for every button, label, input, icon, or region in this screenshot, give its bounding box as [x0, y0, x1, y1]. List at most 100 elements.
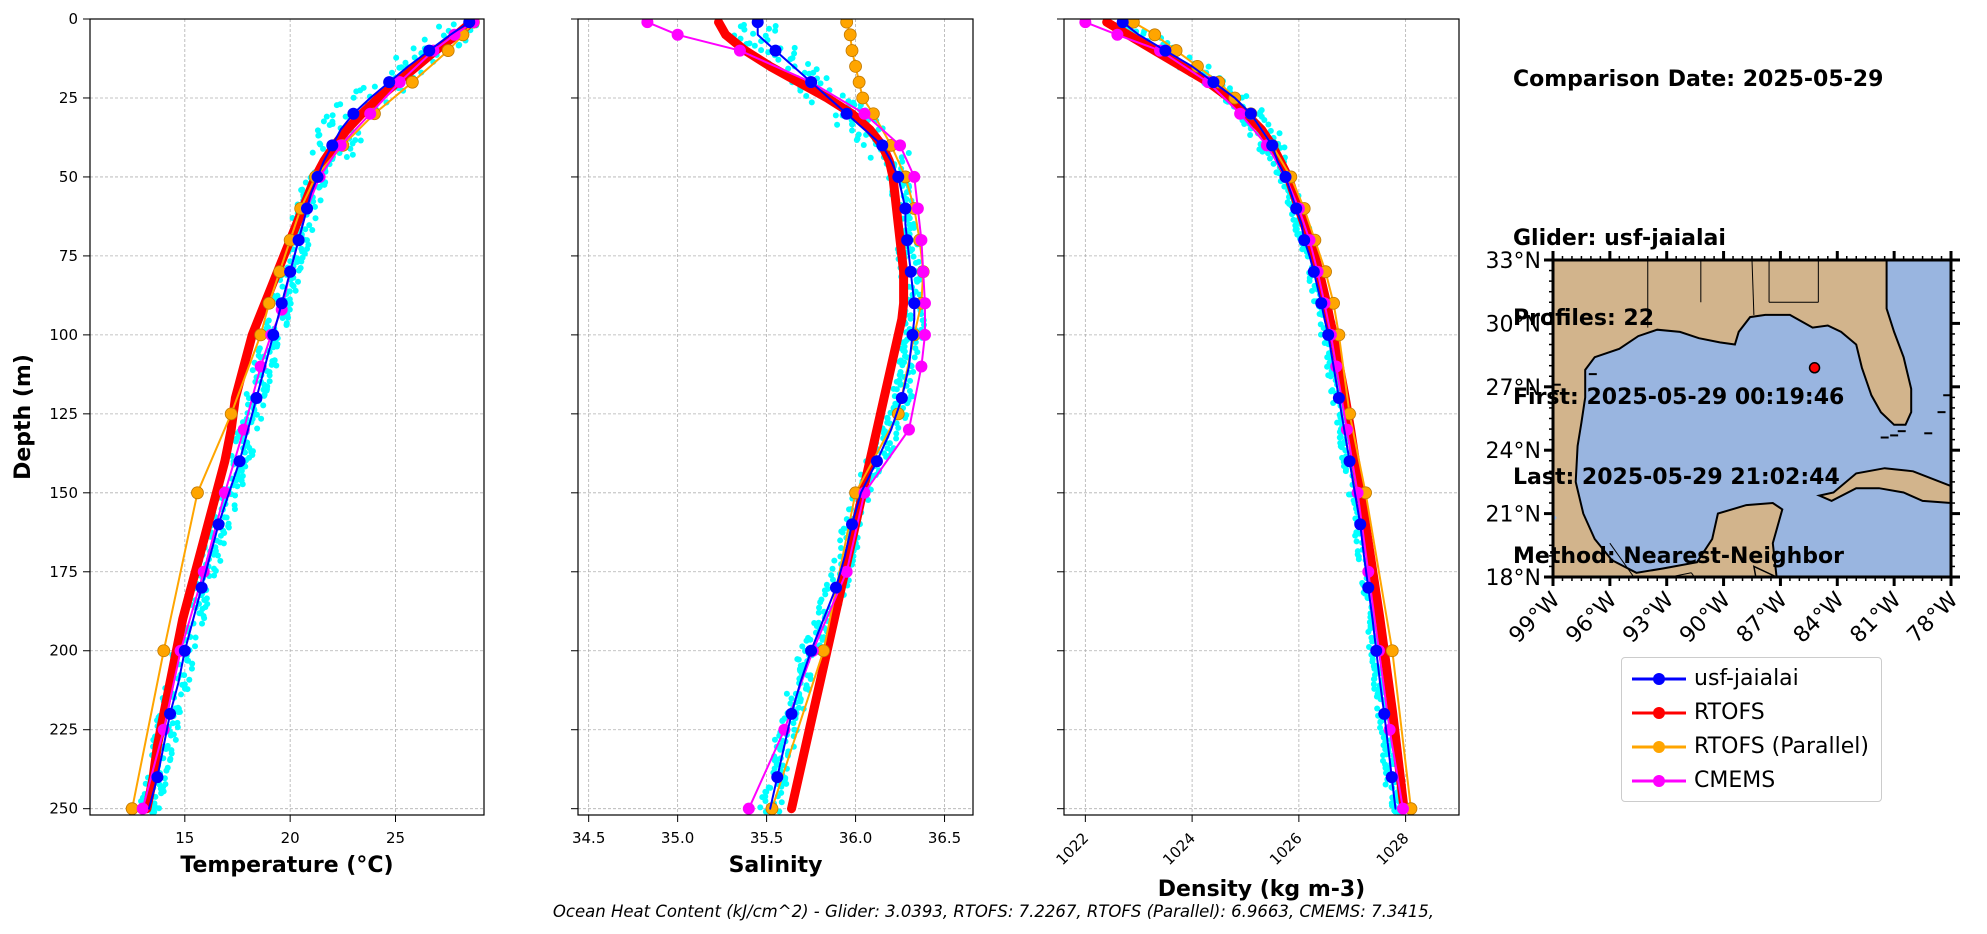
glider-raw-point: [791, 44, 798, 51]
glider-raw-point: [783, 780, 790, 787]
glider-raw-point: [789, 54, 796, 61]
glider-raw-point: [294, 278, 301, 285]
y-tick-label: 0: [68, 10, 78, 28]
glider-raw-point: [846, 506, 853, 513]
glider-raw-point: [1140, 30, 1147, 37]
glider-raw-point: [181, 672, 188, 679]
glider-raw-point: [823, 75, 830, 82]
glider-raw-point: [299, 186, 306, 193]
glider-marker: [1244, 107, 1257, 120]
glider-raw-point: [310, 198, 317, 205]
glider-raw-point: [1367, 622, 1374, 629]
glider-raw-point: [766, 25, 773, 32]
glider-raw-point: [244, 442, 251, 449]
glider-marker: [1159, 44, 1172, 57]
glider-raw-point: [164, 764, 171, 771]
rtofs_parallel-marker: [840, 19, 854, 29]
glider-raw-point: [295, 267, 302, 274]
rtofs-line: [1102, 19, 1409, 814]
glider-raw-point: [337, 101, 344, 108]
plot-area: [125, 19, 480, 815]
glider-raw-point: [1371, 665, 1378, 672]
glider-raw-point: [775, 56, 782, 63]
glider-raw-point: [778, 799, 785, 806]
glider-marker: [250, 392, 263, 405]
x-tick-label: 36.0: [839, 829, 872, 847]
rtofs_parallel-marker: [849, 59, 862, 73]
cmems-marker: [918, 297, 931, 310]
glider-raw-point: [201, 615, 208, 622]
glider-raw-point: [436, 23, 443, 30]
cmems-line: [141, 21, 475, 810]
glider-raw-point: [905, 150, 912, 157]
glider-marker: [1298, 234, 1311, 247]
glider-raw-point: [220, 540, 227, 547]
glider-raw-point: [772, 27, 779, 34]
cmems-marker: [1111, 28, 1124, 41]
country-border: [1667, 572, 1692, 577]
glider-raw-point: [805, 60, 812, 67]
glider-raw-point: [1352, 532, 1359, 539]
lon-label: 78°W: [1903, 587, 1964, 648]
glider-raw-point: [309, 149, 316, 156]
glider-raw-point: [829, 576, 836, 583]
glider-raw-point: [910, 368, 917, 375]
state-border: [1751, 260, 1755, 315]
glider-raw-point: [901, 348, 908, 355]
glider-raw-point: [772, 23, 779, 30]
glider-raw-point: [167, 757, 174, 764]
rtofs_parallel-marker: [1385, 644, 1399, 658]
glider-marker: [1315, 297, 1328, 310]
cmems-marker: [858, 107, 871, 120]
glider-line: [147, 21, 471, 810]
cmems-marker: [908, 170, 921, 183]
lat-label: 33°N: [1486, 249, 1541, 274]
lat-label: 30°N: [1486, 312, 1541, 337]
glider-raw-point: [239, 481, 246, 488]
glider-raw-point: [1276, 130, 1283, 137]
glider-raw-point: [746, 40, 753, 47]
glider-raw-point: [285, 314, 292, 321]
legend: usf-jaialai RTOFS RTOFS (Parallel) CMEMS: [1621, 657, 1882, 802]
glider-raw-point: [214, 552, 221, 559]
glider-raw-point: [261, 392, 268, 399]
glider-raw-point: [1378, 729, 1385, 736]
rtofs_parallel-marker: [441, 44, 455, 57]
x-axis-label: Salinity: [729, 853, 823, 878]
cmems-marker: [1079, 19, 1092, 29]
glider-marker: [846, 518, 859, 531]
glider-raw-point: [893, 420, 900, 427]
glider-raw-point: [323, 113, 330, 120]
glider-raw-point: [255, 347, 262, 354]
glider-raw-point: [1241, 121, 1248, 128]
glider-raw-point: [349, 151, 356, 158]
glider-marker: [1207, 76, 1220, 89]
glider-raw-point: [217, 532, 224, 539]
glider-marker: [423, 44, 436, 57]
glider-raw-point: [803, 93, 810, 100]
glider-marker: [311, 170, 324, 183]
glider-raw-point: [294, 259, 301, 266]
glider-raw-point: [298, 258, 305, 265]
glider-raw-point: [817, 80, 824, 87]
cmems-marker: [448, 28, 461, 41]
y-axis-label: Depth (m): [11, 354, 36, 480]
glider-raw-point: [411, 54, 418, 61]
rtofs_parallel-marker: [224, 407, 238, 421]
glider-raw-point: [884, 414, 891, 421]
x-axis-label: Density (kg m-3): [1158, 877, 1366, 902]
glider-raw-point: [838, 544, 845, 551]
glider-raw-point: [808, 99, 815, 106]
glider-raw-point: [138, 798, 145, 805]
glider-raw-point: [757, 804, 764, 811]
glider-raw-point: [289, 281, 296, 288]
glider-raw-point: [168, 750, 175, 757]
glider-marker: [1279, 170, 1292, 183]
glider-raw-point: [317, 197, 324, 204]
x-tick-label: 20: [281, 829, 300, 847]
rtofs_parallel-marker: [856, 91, 870, 105]
glider-raw-point: [270, 344, 277, 351]
profile-panel-2: 34.5 35.0 35.5 36.0 36.5 Salinity: [571, 18, 974, 878]
glider-raw-point: [903, 196, 910, 203]
glider-raw-point: [1374, 705, 1381, 712]
